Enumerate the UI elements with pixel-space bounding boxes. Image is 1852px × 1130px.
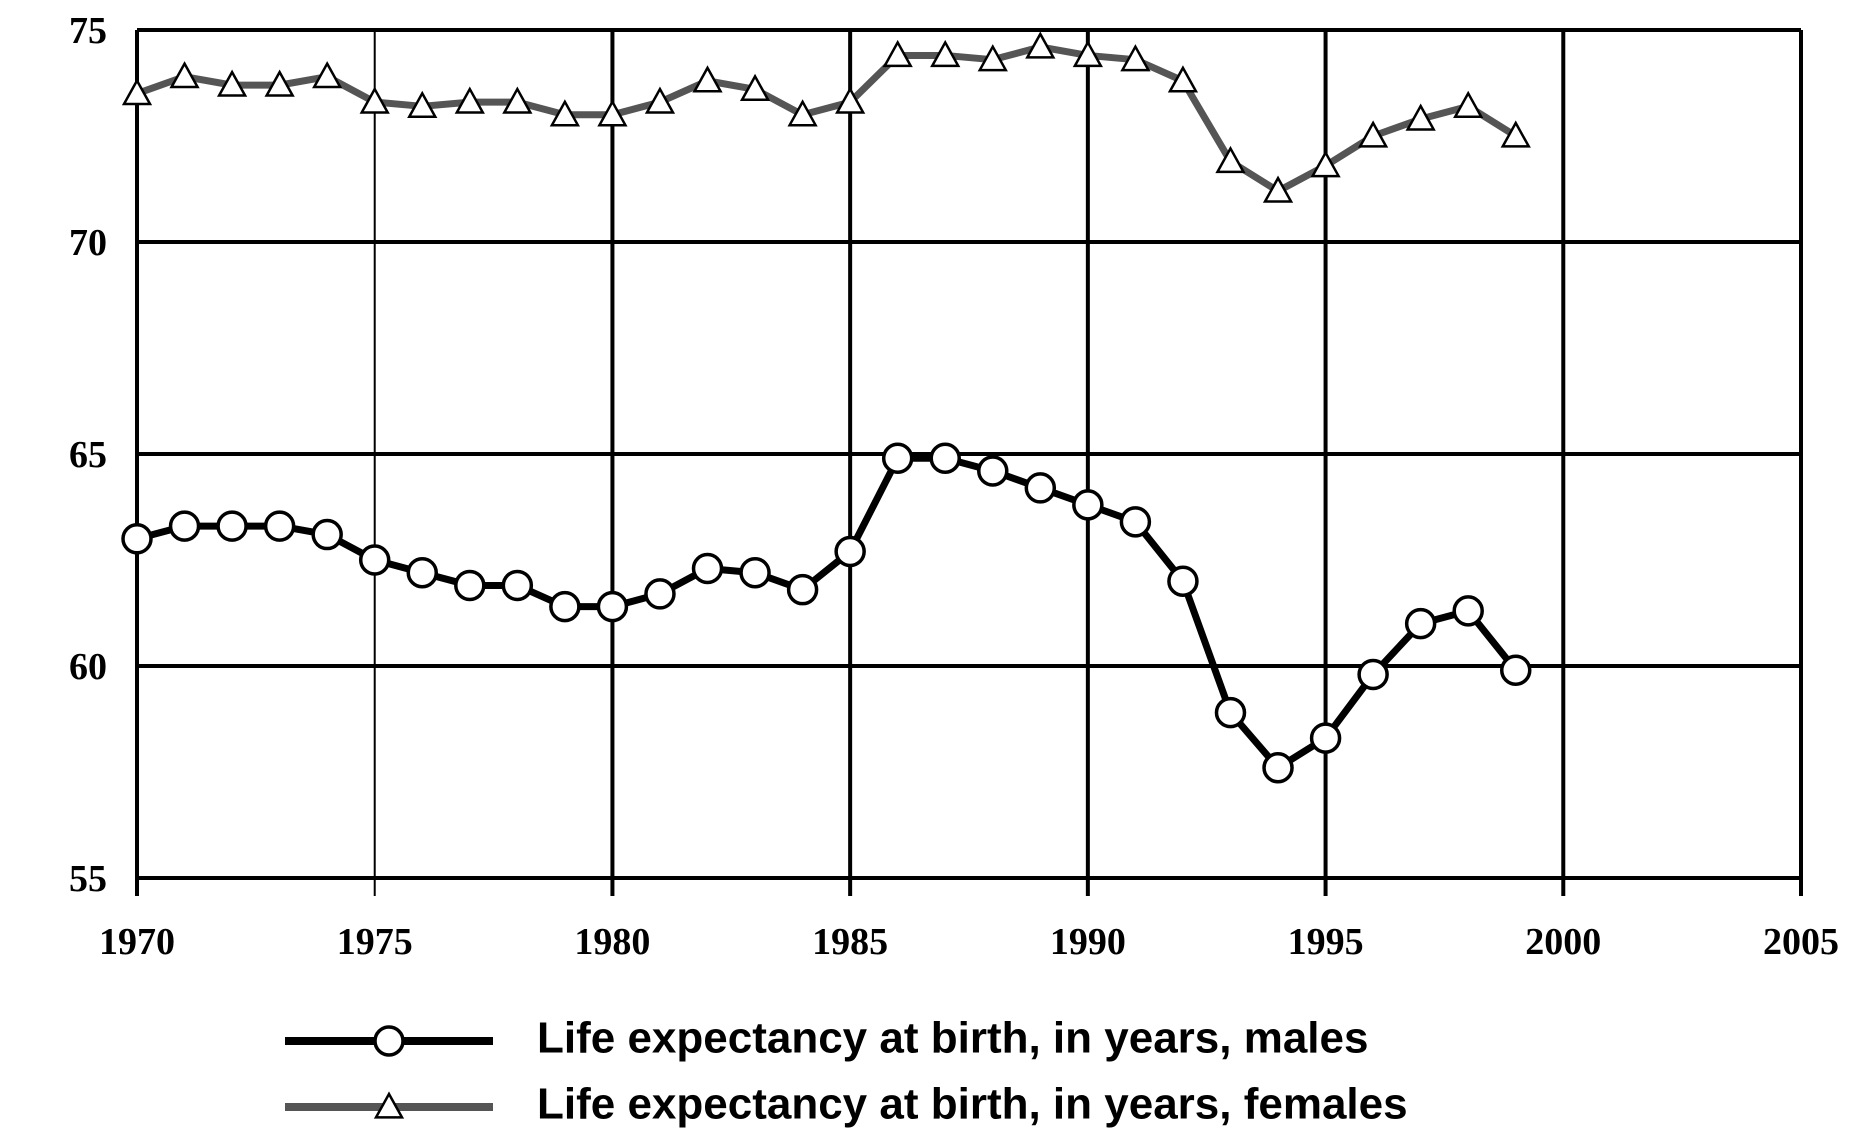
point-marker [1262,752,1294,784]
point-marker [1500,120,1531,148]
point-marker [691,552,724,585]
point-marker [454,569,486,602]
point-marker [1404,607,1437,640]
series-line [135,43,1518,195]
point-marker [373,1091,405,1119]
grid: 55 60 65 70 75 1970 1975 1980 1985 1990 1995 2000 20… [69,10,1839,963]
point-marker [787,99,818,127]
x-tick-label: 1970 [99,921,175,963]
point-marker [454,86,485,114]
legend-label: Life expectancy at birth, in years, male… [537,1014,1368,1063]
y-tick-label: 75 [69,10,107,52]
point-marker [263,510,296,542]
series-lines [121,31,1532,784]
point-marker [1499,654,1532,686]
point-marker [1262,175,1294,203]
point-marker [882,39,913,68]
point-marker [121,523,153,555]
point-marker [406,556,439,589]
point-marker [1119,506,1152,538]
point-marker [786,573,819,606]
point-marker [1357,658,1389,691]
point-marker [977,455,1009,487]
x-tick-label: 1985 [812,921,888,963]
point-marker [1120,44,1151,72]
point-marker [929,442,961,474]
y-tick-label: 55 [69,858,107,900]
point-marker [1167,65,1199,93]
point-marker [644,86,676,114]
point-marker [834,535,866,568]
y-tick-label: 60 [69,646,107,688]
point-marker [501,569,534,602]
point-marker [739,556,771,589]
point-marker [881,442,914,474]
point-marker [597,99,628,127]
point-marker [739,73,771,102]
point-marker [216,510,248,542]
point-marker [312,61,343,89]
point-marker [407,90,438,118]
point-marker [1310,150,1341,178]
point-marker [549,590,581,623]
point-marker [121,78,153,106]
legend: Life expectancy at birth, in years, male… [285,1014,1408,1129]
point-marker [1215,145,1246,174]
point-marker [216,69,248,97]
x-tick-label: 1990 [1050,921,1126,963]
series-line [136,454,1519,772]
point-marker [1025,31,1056,59]
point-marker [1072,39,1103,68]
point-marker [1024,472,1057,504]
point-marker [977,44,1008,72]
point-marker [1453,90,1484,118]
y-tick-label: 65 [69,434,107,476]
point-marker [1072,489,1104,521]
point-marker [169,61,200,89]
x-tick-label: 1995 [1288,921,1364,963]
point-marker [359,86,390,114]
point-marker [358,544,391,576]
x-tick-label: 1975 [337,921,413,963]
point-marker [835,86,866,114]
point-marker [502,86,533,114]
point-marker [644,578,676,610]
point-marker [1405,103,1436,131]
point-marker [692,65,723,93]
point-marker [1214,696,1247,729]
legend-label: Life expectancy at birth, in years, fema… [537,1080,1408,1129]
point-marker [168,510,201,542]
point-marker [1452,595,1484,627]
point-marker [1167,565,1199,597]
x-tick-label: 1980 [574,921,650,963]
x-tick-label: 2005 [1763,921,1839,963]
point-marker [549,99,581,127]
point-marker [311,518,343,551]
point-marker [373,1025,405,1057]
y-tick-label: 70 [69,222,107,264]
point-marker [596,590,629,623]
x-tick-label: 2000 [1525,921,1601,963]
point-marker [1357,120,1389,148]
point-marker [264,69,295,97]
point-marker [1309,722,1342,754]
point-marker [930,39,961,68]
